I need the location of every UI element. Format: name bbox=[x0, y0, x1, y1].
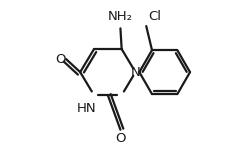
Text: NH₂: NH₂ bbox=[108, 10, 132, 23]
Text: HN: HN bbox=[76, 102, 96, 115]
Text: O: O bbox=[55, 53, 65, 66]
Text: O: O bbox=[115, 132, 125, 145]
Text: N: N bbox=[130, 66, 140, 79]
Text: Cl: Cl bbox=[147, 10, 160, 23]
